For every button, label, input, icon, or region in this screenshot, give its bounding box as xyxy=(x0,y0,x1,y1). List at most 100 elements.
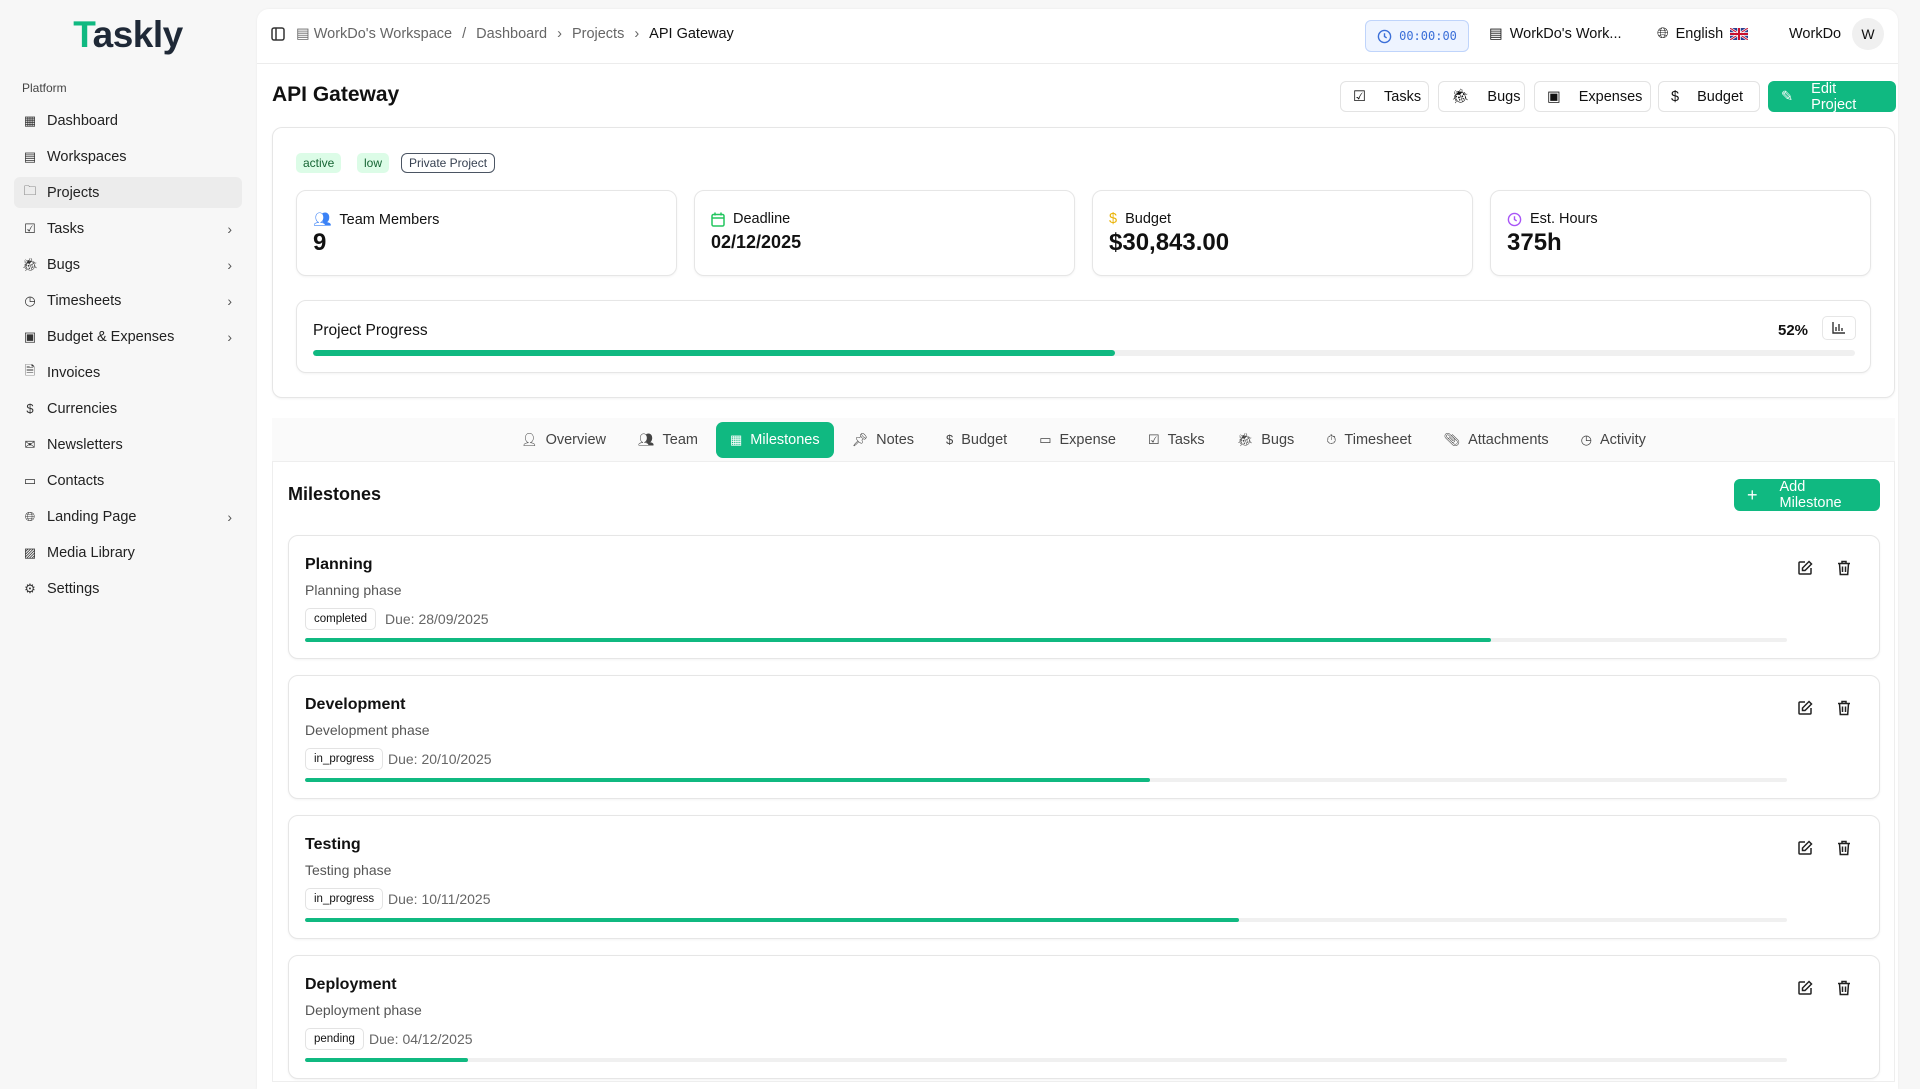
sidebar-item-invoices[interactable]: 🗎︎ Invoices xyxy=(14,357,242,388)
edit-icon[interactable] xyxy=(1797,560,1813,576)
globe-icon: 🌐︎ xyxy=(24,508,36,524)
tab-milestones[interactable]: ▦ Milestones xyxy=(716,421,834,458)
check-square-icon: ☑ xyxy=(1353,88,1366,105)
dollar-icon: $ xyxy=(1109,211,1118,227)
bugs-button[interactable]: 🐞︎ Bugs xyxy=(1438,81,1525,112)
breadcrumb-separator: › xyxy=(557,26,562,42)
clock-icon: ◷ xyxy=(24,292,36,308)
logo[interactable]: Taskly xyxy=(73,14,183,55)
sidebar-item-landing-page[interactable]: 🌐︎ Landing Page › xyxy=(14,501,242,532)
bug-icon: 🐞︎ xyxy=(1236,431,1254,447)
sidebar-item-label: Newsletters xyxy=(47,436,123,453)
avatar[interactable]: W xyxy=(1852,18,1884,50)
tab-bugs[interactable]: 🐞︎ Bugs xyxy=(1223,422,1309,458)
sidebar-item-label: Contacts xyxy=(47,472,105,489)
chevron-right-icon: › xyxy=(227,508,232,525)
check-square-icon: ☑ xyxy=(24,220,36,236)
milestone-description: Deployment phase xyxy=(305,1002,422,1018)
sidebar-item-settings[interactable]: ⚙ Settings xyxy=(14,573,242,604)
stat-label: Budget xyxy=(1125,211,1172,227)
progress-fill xyxy=(305,1058,469,1062)
tab-label: Milestones xyxy=(750,431,820,448)
user-menu[interactable]: WorkDo xyxy=(1789,26,1841,42)
milestone-name: Planning xyxy=(305,556,373,573)
milestone-description: Development phase xyxy=(305,722,430,738)
trash-icon[interactable] xyxy=(1837,700,1851,716)
status-badge: active xyxy=(296,153,342,173)
sidebar-item-newsletters[interactable]: ✉ Newsletters xyxy=(14,429,242,460)
progress-fill xyxy=(305,778,1150,782)
sidebar-item-label: Tasks xyxy=(47,220,85,237)
building-icon: ▤ xyxy=(1489,26,1503,42)
milestone-progress-bar xyxy=(305,918,1787,922)
folder-icon: 🗀︎ xyxy=(23,182,37,198)
chevron-right-icon: › xyxy=(227,292,232,309)
tab-notes[interactable]: 📌︎ Notes xyxy=(838,422,928,458)
workspace-switcher[interactable]: ▤ WorkDo's Work... xyxy=(1489,26,1622,42)
page-title: API Gateway xyxy=(272,83,400,106)
tab-overview[interactable]: 👤︎ Overview xyxy=(507,422,620,458)
sidebar-item-bugs[interactable]: 🐞︎ Bugs › xyxy=(14,249,242,280)
tab-tasks[interactable]: ☑ Tasks xyxy=(1134,422,1219,458)
edit-icon: ✎ xyxy=(1781,88,1794,105)
sidebar-item-timesheets[interactable]: ◷ Timesheets › xyxy=(14,285,242,316)
sidebar-item-label: Landing Page xyxy=(47,508,137,525)
receipt-icon: ▣ xyxy=(1547,88,1561,105)
button-label: Add Milestone xyxy=(1779,479,1842,511)
credit-card-icon: ▭ xyxy=(1039,431,1052,447)
breadcrumb-dashboard[interactable]: Dashboard xyxy=(476,26,548,42)
expenses-button[interactable]: ▣ Expenses xyxy=(1534,81,1651,112)
chart-icon[interactable] xyxy=(1822,316,1856,340)
edit-icon[interactable] xyxy=(1797,840,1813,856)
breadcrumb-projects[interactable]: Projects xyxy=(571,26,625,42)
tab-activity[interactable]: ◷ Activity xyxy=(1567,422,1660,458)
trash-icon[interactable] xyxy=(1837,560,1851,576)
milestone-name: Development xyxy=(305,696,406,713)
trash-icon[interactable] xyxy=(1837,980,1851,996)
tab-label: Activity xyxy=(1600,431,1646,448)
trash-icon[interactable] xyxy=(1837,840,1851,856)
receipt-icon: ▣ xyxy=(23,328,37,344)
tab-attachments[interactable]: 📎︎ Attachments xyxy=(1430,422,1563,458)
milestone-due-date: Due: 10/11/2025 xyxy=(388,891,491,907)
milestone-progress-bar xyxy=(305,638,1787,642)
sidebar-item-workspaces[interactable]: ▤ Workspaces xyxy=(14,141,242,172)
budget-button[interactable]: $ Budget xyxy=(1658,81,1760,112)
language-switcher[interactable]: 🌐︎ English xyxy=(1657,26,1749,42)
edit-project-button[interactable]: ✎ Edit Project xyxy=(1768,80,1896,113)
stat-value: 9 xyxy=(313,229,327,256)
breadcrumb-workspace[interactable]: WorkDo's Workspace xyxy=(313,26,453,42)
sidebar-item-currencies[interactable]: $ Currencies xyxy=(14,393,242,424)
sidebar-item-projects[interactable]: 🗀︎ Projects xyxy=(14,177,242,208)
workspace-name: WorkDo's Work... xyxy=(1509,26,1622,42)
button-label: Edit Project xyxy=(1811,80,1857,113)
sidebar-item-label: Invoices xyxy=(47,364,101,381)
milestone-status-badge: pending xyxy=(305,1028,364,1050)
breadcrumb-separator: › xyxy=(634,26,640,42)
project-progress-bar xyxy=(313,350,1855,356)
edit-icon[interactable] xyxy=(1797,980,1813,996)
edit-icon[interactable] xyxy=(1797,700,1813,716)
tab-team[interactable]: 👥︎ Team xyxy=(624,422,712,458)
milestone-card: Testing Testing phase in_progress Due: 1… xyxy=(288,815,1880,939)
sidebar-item-tasks[interactable]: ☑ Tasks › xyxy=(14,213,242,244)
building-icon: ▤ xyxy=(23,148,37,164)
tab-label: Timesheet xyxy=(1344,431,1412,448)
sidebar-toggle-icon[interactable] xyxy=(270,26,286,42)
milestone-status-badge: in_progress xyxy=(305,888,384,910)
tab-timesheet[interactable]: ⏱︎ Timesheet xyxy=(1312,422,1425,458)
sidebar-item-dashboard[interactable]: ▦ Dashboard xyxy=(14,105,242,136)
sidebar-item-budget-expenses[interactable]: ▣ Budget & Expenses › xyxy=(14,321,242,352)
tasks-button[interactable]: ☑ Tasks xyxy=(1340,81,1429,112)
sidebar-item-label: Dashboard xyxy=(47,112,118,129)
milestone-status-badge: in_progress xyxy=(305,748,384,770)
building-icon: ▤ xyxy=(296,26,310,42)
project-progress-card: Project Progress 52% xyxy=(296,300,1871,373)
timer-button[interactable]: 00:00:00 xyxy=(1365,20,1469,52)
sidebar-item-contacts[interactable]: ▭ Contacts xyxy=(14,465,242,496)
add-milestone-button[interactable]: + Add Milestone xyxy=(1734,479,1880,511)
milestone-status-badge: completed xyxy=(305,608,377,630)
sidebar-item-media-library[interactable]: ▨ Media Library xyxy=(14,537,242,568)
tab-budget[interactable]: $ Budget xyxy=(932,422,1021,458)
tab-expense[interactable]: ▭ Expense xyxy=(1025,422,1130,458)
